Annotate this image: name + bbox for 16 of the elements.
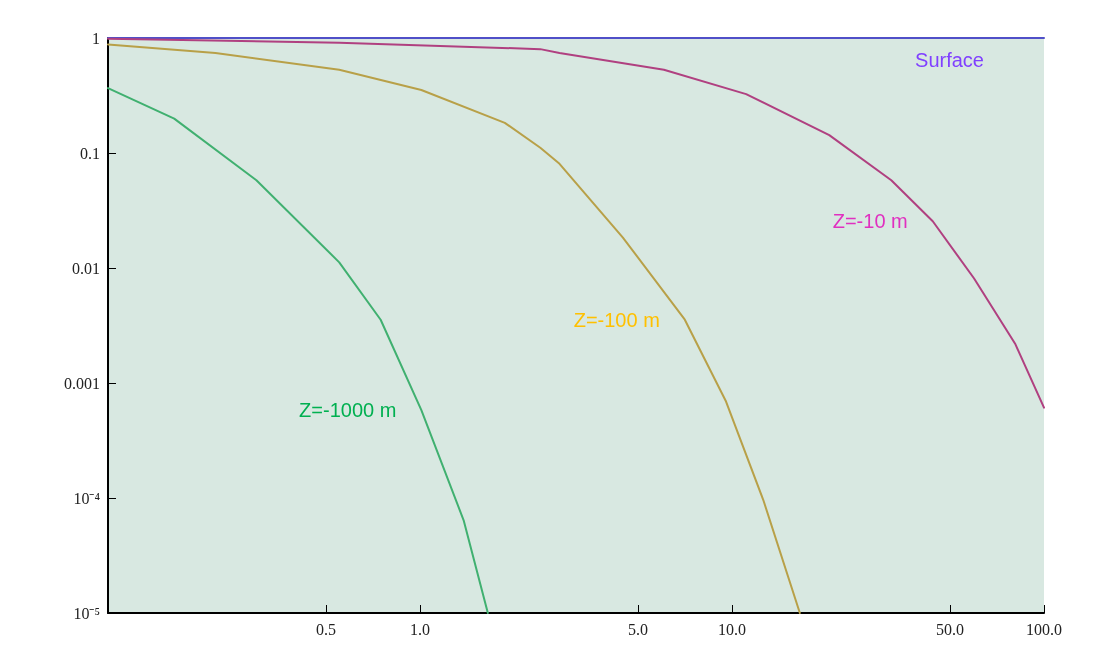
- y-tick-label: 10⁻⁵: [73, 604, 100, 622]
- y-tick-label: 0.1: [80, 144, 100, 162]
- x-tick-label: 0.5: [316, 620, 337, 638]
- series-label: Z=-10 m: [832, 210, 908, 233]
- series-label: Z=-100 m: [573, 308, 660, 331]
- y-tick-label: 0.01: [72, 259, 100, 277]
- x-tick-label: 10.0: [718, 620, 746, 638]
- y-tick-label: 1: [92, 29, 100, 47]
- x-tick-label: 100.0: [1026, 620, 1062, 638]
- y-tick-label: 10⁻⁴: [73, 489, 101, 507]
- x-tick-label: 50.0: [936, 620, 965, 638]
- y-tick-label: 0.001: [64, 374, 100, 392]
- series-label: Surface: [915, 49, 984, 71]
- series-label: Z=-1000 m: [299, 399, 397, 422]
- x-tick-label: 1.0: [410, 620, 430, 638]
- x-tick-label: 5.0: [628, 620, 649, 638]
